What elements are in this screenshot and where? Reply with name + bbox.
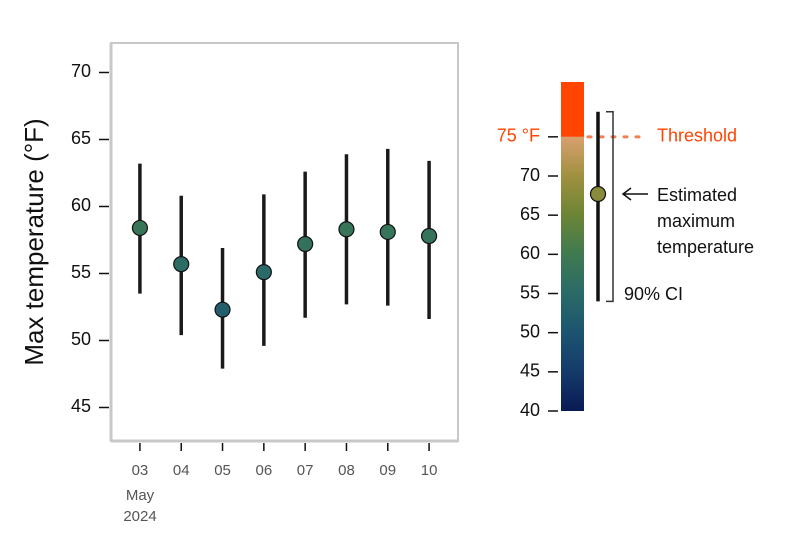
threshold-zone — [561, 82, 584, 137]
x-tick-label: 03 — [132, 462, 149, 479]
point — [131, 219, 149, 237]
point — [173, 256, 190, 273]
y-tick-label: 65 — [71, 128, 91, 148]
example-label: temperature — [657, 237, 754, 257]
point — [297, 235, 314, 253]
y-tick-label: 50 — [71, 329, 91, 349]
y-tick-label: 45 — [71, 396, 91, 416]
x-tick-label: 04 — [173, 462, 190, 479]
point — [214, 301, 231, 318]
threshold-value-label: 75 °F — [497, 126, 540, 146]
y-axis-title: Max temperature (°F) — [19, 118, 49, 365]
colorbar-tick-label: 40 — [520, 400, 540, 420]
x-tick-label: 08 — [338, 462, 355, 479]
colorbar-tick-label: 65 — [520, 204, 540, 224]
point — [420, 227, 438, 245]
example-label: maximum — [657, 211, 735, 231]
colorbar-tick-label: 55 — [520, 282, 540, 302]
y-tick-label: 55 — [71, 262, 91, 282]
ci-bracket — [606, 111, 614, 303]
x-tick-label: 09 — [379, 462, 396, 479]
point — [255, 264, 272, 281]
colorbar — [561, 136, 584, 412]
x-tick-label: 10 — [421, 462, 438, 479]
x-tick-label: 07 — [297, 462, 314, 479]
x-tick-label: 05 — [214, 462, 231, 479]
x-tick-label: 06 — [256, 462, 273, 479]
threshold-label: Threshold — [657, 126, 737, 146]
colorbar-tick-label: 60 — [520, 243, 540, 263]
x-month: May — [126, 487, 155, 504]
ci-label: 90% CI — [624, 284, 683, 304]
arrow — [621, 187, 648, 201]
point — [338, 221, 355, 238]
example-label: Estimated — [657, 185, 737, 205]
x-year: 2024 — [123, 508, 156, 525]
colorbar-tick-label: 70 — [520, 165, 540, 185]
colorbar-tick-label: 45 — [520, 361, 540, 381]
plot-frame — [110, 42, 459, 442]
point — [379, 223, 396, 241]
example-point — [589, 185, 607, 203]
y-tick-label: 60 — [71, 195, 91, 215]
y-tick-label: 70 — [71, 61, 91, 81]
colorbar-tick-label: 50 — [520, 321, 540, 341]
